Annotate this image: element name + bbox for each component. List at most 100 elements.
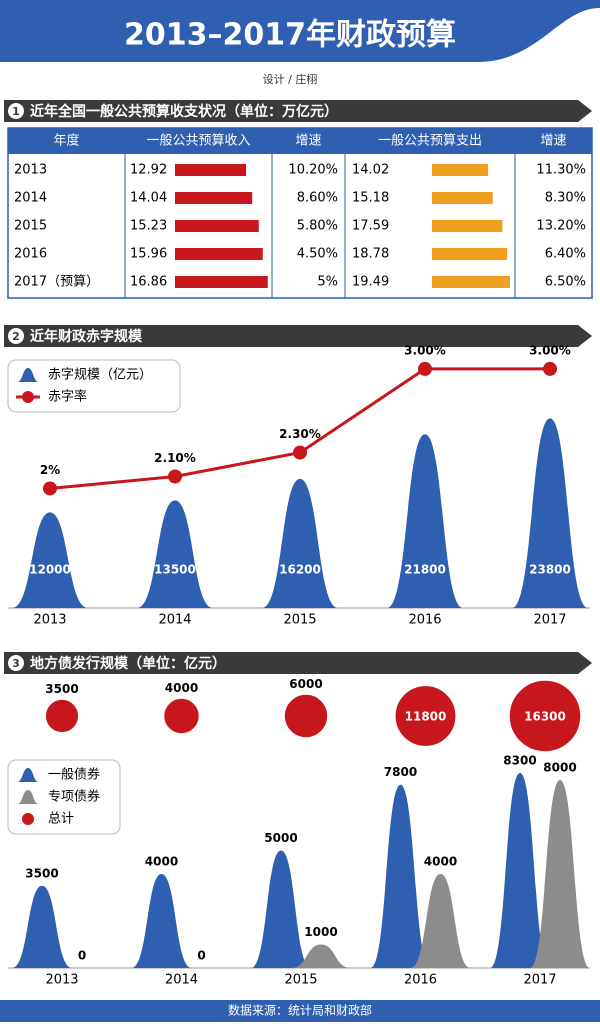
revenue-cell: 16.86 [130,275,167,290]
bar [12,885,72,968]
data-label: 2% [40,463,60,477]
data-label: 3.00% [529,343,571,357]
line-marker [43,481,57,496]
revenue-cell: 15.23 [130,219,167,234]
year-cell: 2015 [14,219,47,234]
x-tick-label: 2015 [284,973,317,988]
x-tick-label: 2017 [533,613,566,628]
table-header: 一般公共预算支出 [378,133,482,149]
data-label: 12000 [29,563,71,577]
bar [387,434,463,608]
x-tick-label: 2013 [45,973,78,988]
section-badge-number: 3 [12,657,20,670]
table-header: 增速 [540,134,566,149]
expense-growth-cell: 8.30% [545,191,586,206]
year-cell: 2016 [14,247,47,262]
data-label: 2.30% [279,427,321,441]
bubble [508,679,582,753]
legend-label: 赤字率 [48,389,87,405]
title: 2013–2017年财政预算 [124,18,456,53]
x-tick-label: 2014 [158,613,191,628]
bubble [283,693,329,739]
bubble [163,697,200,735]
line-marker [168,469,182,484]
table-border [7,127,593,299]
year-cell: 2017（预算） [14,275,99,290]
data-label: 4000 [424,855,457,869]
expense-cell: 17.59 [352,219,389,234]
data-label: 2.10% [154,451,196,465]
bar [291,944,351,968]
legend-box [7,759,121,835]
revenue-cell: 14.04 [130,191,167,206]
data-label: 23800 [529,563,571,577]
expense-cell: 14.02 [352,163,389,178]
legend-swatch [17,368,39,382]
section-title: 地方债发行规模（单位：亿元） [30,655,226,672]
section-bar [4,652,592,674]
line-marker [418,361,432,376]
revenue-growth-cell: 5% [317,275,338,290]
expense-bar [432,192,493,204]
legend-label: 一般债券 [48,767,100,783]
x-tick-label: 2015 [283,613,316,628]
revenue-bar [175,192,253,204]
expense-growth-cell: 11.30% [536,163,586,178]
legend-swatch [22,391,34,403]
data-label: 5000 [264,831,297,845]
credit: 设计 / 庄栩 [263,72,318,86]
expense-bar [432,276,510,288]
bar [262,478,338,608]
line-marker [293,445,307,460]
revenue-growth-cell: 10.20% [288,163,338,178]
section-bar [4,100,592,122]
revenue-bar [175,164,247,176]
data-label: 4000 [145,855,178,869]
section-title: 近年财政赤字规模 [30,328,143,345]
expense-cell: 18.78 [352,247,389,262]
data-label: 4000 [165,681,198,695]
expense-growth-cell: 6.40% [545,247,586,262]
section-title: 近年全国一般公共预算收支状况（单位：万亿元） [30,103,338,120]
data-label: 6000 [289,677,322,691]
data-label: 0 [197,949,205,963]
year-cell: 2013 [14,163,47,178]
bar [12,512,88,608]
x-tick-label: 2013 [33,613,66,628]
revenue-cell: 15.96 [130,247,167,262]
x-tick-label: 2014 [165,973,198,988]
data-label: 7800 [384,765,417,779]
legend-swatch [17,768,39,782]
expense-bar [432,248,508,260]
table-header: 一般公共预算收入 [146,133,250,149]
data-label: 11800 [405,710,447,724]
table-header-bg [8,128,592,154]
section-badge-number: 2 [12,330,20,343]
data-label: 3.00% [404,343,446,357]
year-cell: 2014 [14,191,47,206]
x-tick-label: 2016 [408,613,441,628]
expense-growth-cell: 6.50% [545,275,586,290]
revenue-growth-cell: 5.80% [297,219,338,234]
bar [410,874,471,968]
line-marker [543,361,557,376]
revenue-bar [175,276,268,288]
data-label: 16200 [279,563,321,577]
bubble [44,698,80,734]
table-header: 增速 [295,134,321,149]
expense-growth-cell: 13.20% [536,219,586,234]
section-badge [8,103,24,119]
expense-cell: 15.18 [352,191,389,206]
data-label: 16300 [524,710,566,724]
revenue-cell: 12.92 [130,163,167,178]
bar [137,500,213,608]
data-label: 1000 [304,925,337,939]
data-label: 3500 [45,682,78,696]
data-label: 21800 [404,563,446,577]
data-label: 8000 [543,761,576,775]
revenue-growth-cell: 8.60% [297,191,338,206]
footer-source: 数据来源：统计局和财政部 [228,1003,372,1018]
bar [530,780,590,968]
